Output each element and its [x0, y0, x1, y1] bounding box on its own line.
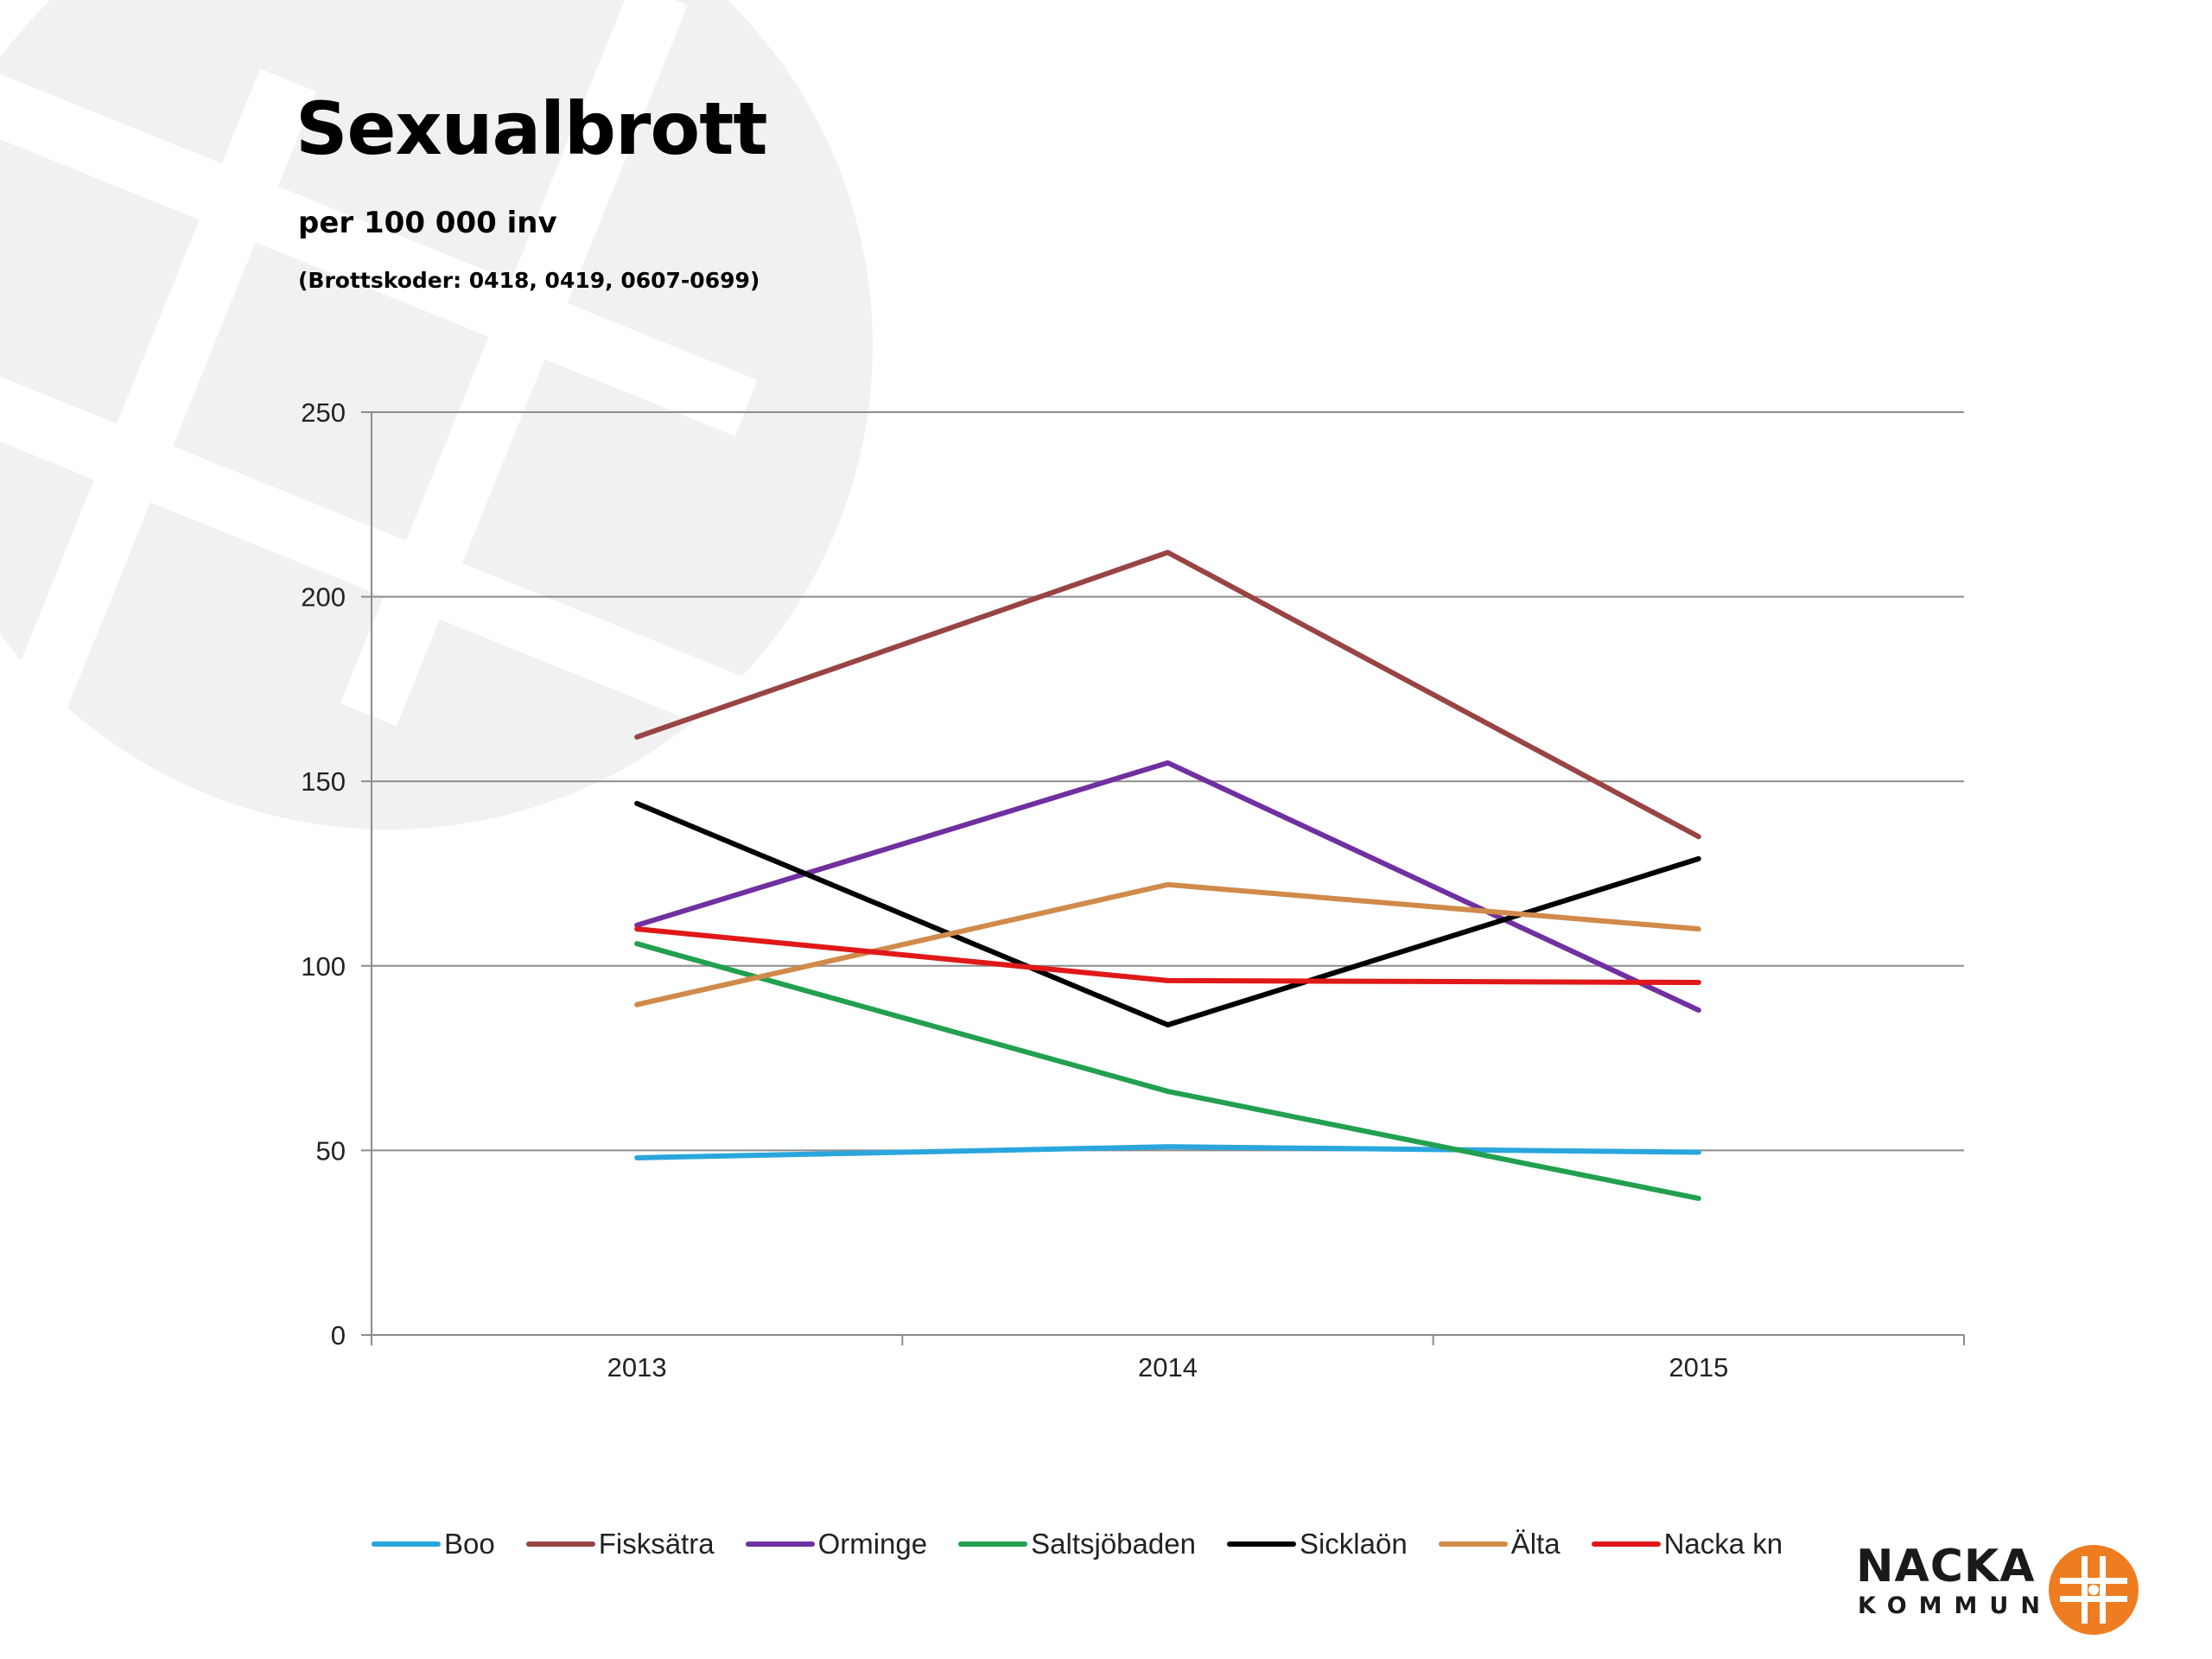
axes: 0 50 100 150 200 250 2013 2014 2015: [301, 397, 1965, 1382]
legend-item: Boo: [372, 1528, 495, 1560]
series-line: [634, 550, 1701, 840]
legend-swatch: [372, 1541, 441, 1547]
series-lines: [634, 550, 1701, 1201]
legend-label: Sicklaön: [1299, 1528, 1408, 1560]
legend-item: Fisksätra: [525, 1528, 715, 1560]
y-tick-label: 100: [301, 951, 346, 982]
legend-swatch: [1591, 1541, 1661, 1547]
legend-label: Saltsjöbaden: [1031, 1528, 1196, 1560]
series-line: [634, 881, 1701, 1007]
legend-swatch: [525, 1541, 595, 1547]
legend-label: Älta: [1510, 1528, 1560, 1560]
legend-swatch: [745, 1541, 815, 1547]
logo-name: NACKA: [1856, 1541, 2036, 1592]
legend-item: Saltsjöbaden: [958, 1528, 1196, 1560]
legend-label: Fisksätra: [598, 1528, 715, 1560]
legend-label: Orminge: [817, 1528, 928, 1560]
y-tick-label: 0: [331, 1320, 346, 1351]
chart-legend: Boo Fisksätra Orminge Saltsjöbaden Sicklaön Ä…: [372, 1528, 1814, 1560]
page-title: Sexualbrott: [296, 86, 767, 171]
legend-item: Sicklaön: [1226, 1528, 1408, 1560]
y-tick-label: 150: [301, 766, 346, 797]
legend-item: Älta: [1438, 1528, 1560, 1560]
nacka-emblem-icon: [2049, 1545, 2139, 1635]
series-line: [634, 760, 1701, 1014]
legend-swatch: [1226, 1541, 1296, 1547]
legend-label: Boo: [444, 1528, 495, 1560]
legend-label: Nacka kn: [1663, 1528, 1783, 1560]
y-tick-label: 250: [301, 397, 346, 428]
x-tick-label: 2013: [607, 1352, 667, 1382]
legend-item: Nacka kn: [1591, 1528, 1783, 1560]
nacka-kommun-logo: NACKA KOMMUN: [1856, 1542, 2141, 1642]
x-tick-label: 2015: [1669, 1352, 1728, 1382]
logo-sub: KOMMUN: [1858, 1592, 2052, 1619]
page-subtitle: per 100 000 inv: [298, 206, 557, 240]
legend-item: Orminge: [745, 1528, 928, 1560]
series-line: [634, 1144, 1701, 1160]
y-tick-label: 200: [301, 582, 346, 613]
series-line: [634, 941, 1701, 1201]
legend-swatch: [1438, 1541, 1508, 1547]
y-tick-label: 50: [316, 1135, 346, 1166]
legend-swatch: [958, 1541, 1028, 1547]
background-watermark: [0, 0, 873, 830]
series-line: [634, 926, 1701, 986]
x-tick-label: 2014: [1138, 1352, 1198, 1382]
gridlines: [372, 411, 1964, 1152]
crime-codes-note: (Brottskoder: 0418, 0419, 0607-0699): [298, 268, 760, 293]
